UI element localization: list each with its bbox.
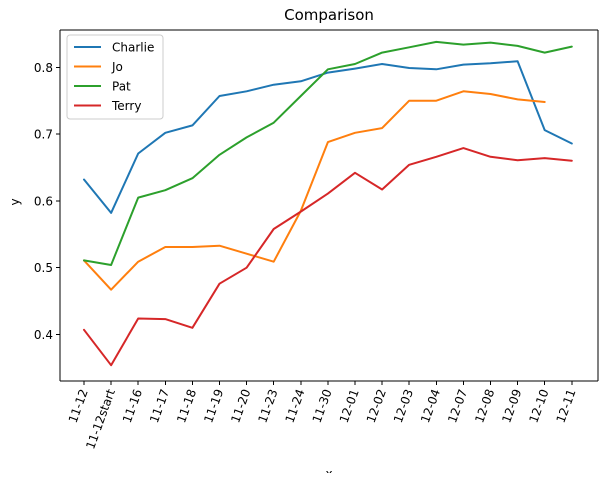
legend-item-charlie: Charlie [74,41,154,55]
y-tick-label: 0.4 [34,328,53,342]
y-axis-label: y [8,198,22,205]
y-tick-label: 0.6 [34,194,53,208]
y-tick-label: 0.5 [34,261,53,275]
legend-label: Terry [111,99,141,113]
chart-title: Comparison [284,6,374,24]
legend-label: Jo [111,60,123,74]
legend-item-terry: Terry [74,99,141,113]
legend-item-jo: Jo [74,60,123,74]
y-tick-label: 0.8 [34,61,53,75]
legend: Charlie Jo Pat Terry [66,34,164,120]
series-line-terry [83,147,573,367]
series-line-pat [83,40,573,266]
x-axis-label: x [325,467,332,473]
series-line-charlie [83,60,573,214]
series-line-jo [83,90,546,291]
legend-label: Charlie [112,41,154,55]
legend-frame [66,34,164,120]
legend-label: Pat [112,80,131,94]
y-tick-label: 0.7 [34,128,53,142]
legend-item-pat: Pat [74,80,131,94]
